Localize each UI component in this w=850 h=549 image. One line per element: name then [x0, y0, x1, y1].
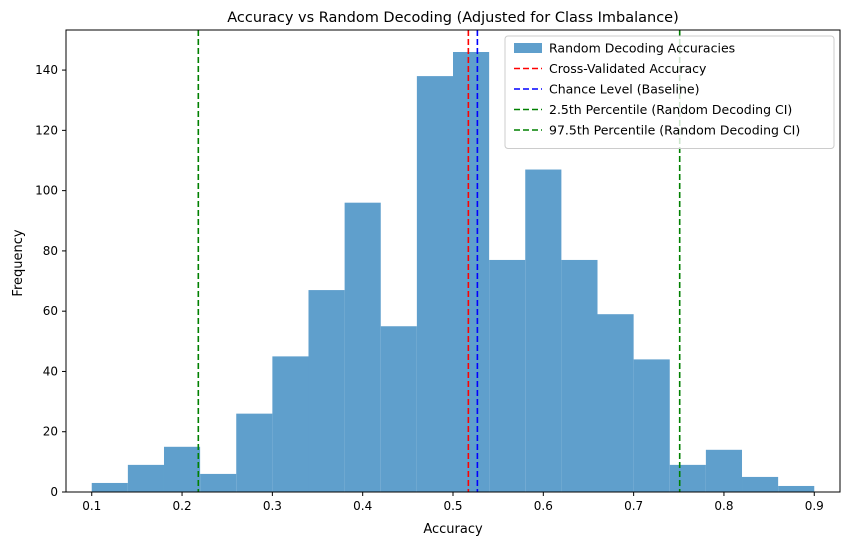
y-tick-label: 0: [50, 485, 58, 499]
histogram-bar: [778, 485, 815, 492]
histogram-bar: [633, 359, 670, 492]
histogram-bar: [489, 259, 526, 492]
y-tick-label: 100: [35, 184, 58, 198]
histogram-bar: [91, 482, 128, 492]
x-tick-label: 0.4: [353, 499, 372, 513]
chart-title: Accuracy vs Random Decoding (Adjusted fo…: [227, 10, 679, 26]
y-tick-label: 140: [35, 63, 58, 77]
legend: Random Decoding Accuracies Cross-Validate…: [504, 35, 835, 149]
legend-label: Cross-Validated Accuracy: [549, 61, 707, 76]
y-tick-label: 80: [43, 244, 58, 258]
histogram-bar: [742, 476, 779, 492]
histogram-bar: [236, 413, 273, 492]
legend-box: [504, 35, 835, 149]
x-tick-label: 0.5: [443, 499, 462, 513]
histogram-bar: [669, 464, 706, 492]
histogram-bar: [380, 326, 417, 492]
y-axis-label: Frequency: [11, 229, 26, 296]
histogram-bar: [163, 446, 201, 492]
legend-label: Chance Level (Baseline): [549, 82, 700, 97]
legend-label: 97.5th Percentile (Random Decoding CI): [549, 123, 800, 138]
x-axis-label: Accuracy: [423, 522, 483, 537]
y-tick-label: 60: [43, 304, 58, 318]
y-tick-label: 120: [35, 123, 58, 137]
x-tick-label: 0.7: [624, 499, 643, 513]
bars-layer: [91, 52, 815, 492]
histogram-bar: [597, 314, 634, 492]
x-tick-label: 0.2: [173, 499, 192, 513]
histogram-bar: [416, 76, 453, 492]
legend-label: 2.5th Percentile (Random Decoding CI): [549, 102, 792, 117]
histogram-bar: [344, 202, 381, 492]
x-tick-label: 0.3: [263, 499, 282, 513]
histogram-bar: [200, 473, 237, 492]
histogram-bar: [308, 290, 345, 492]
x-tick-label: 0.9: [805, 499, 824, 513]
x-tick-label: 0.1: [82, 499, 101, 513]
histogram-bar: [525, 169, 562, 492]
y-tick-label: 40: [43, 364, 58, 378]
legend-label: Random Decoding Accuracies: [549, 41, 735, 56]
histogram-bar: [561, 259, 598, 492]
legend-patch: [514, 43, 542, 53]
x-tick-label: 0.6: [534, 499, 553, 513]
histogram-bar: [272, 356, 309, 492]
x-axis-ticks: 0.1 0.2 0.3 0.4 0.5 0.6 0.7 0.8 0.9: [82, 492, 824, 513]
histogram-bar: [127, 464, 164, 492]
y-tick-label: 20: [43, 425, 58, 439]
y-axis-ticks: 0 20 40 60 80 100 120 140: [35, 63, 66, 499]
histogram-bar: [453, 52, 490, 492]
x-tick-label: 0.8: [714, 499, 733, 513]
histogram-bar: [705, 449, 743, 492]
